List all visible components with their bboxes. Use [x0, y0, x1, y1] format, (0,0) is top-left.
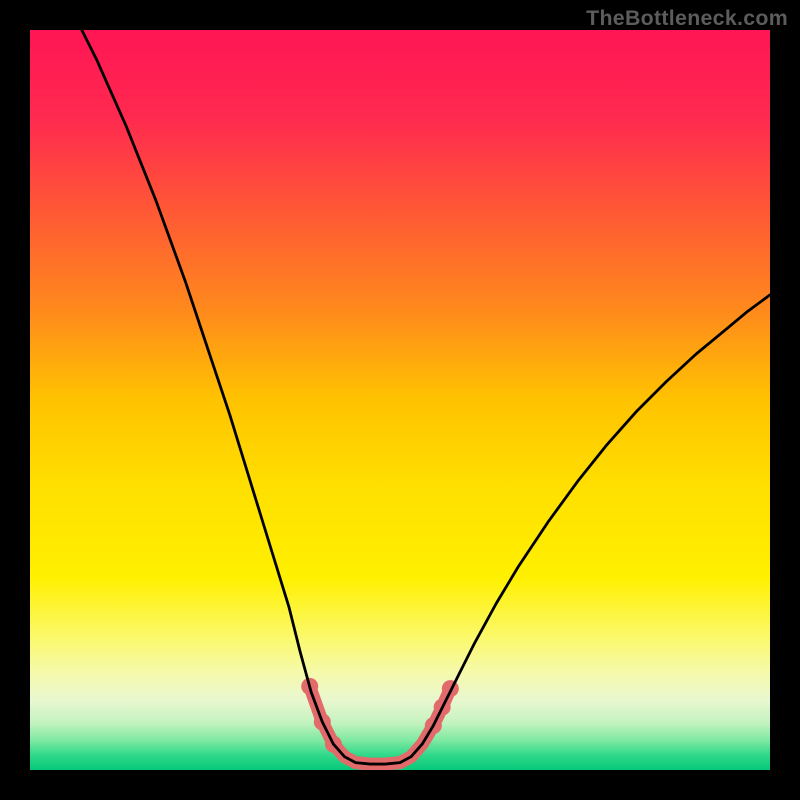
watermark-text: TheBottleneck.com [586, 6, 788, 31]
gradient-background [30, 30, 770, 770]
plot-area [30, 30, 770, 770]
chart-frame: TheBottleneck.com [0, 0, 800, 800]
bottleneck-curve-chart [30, 30, 770, 770]
